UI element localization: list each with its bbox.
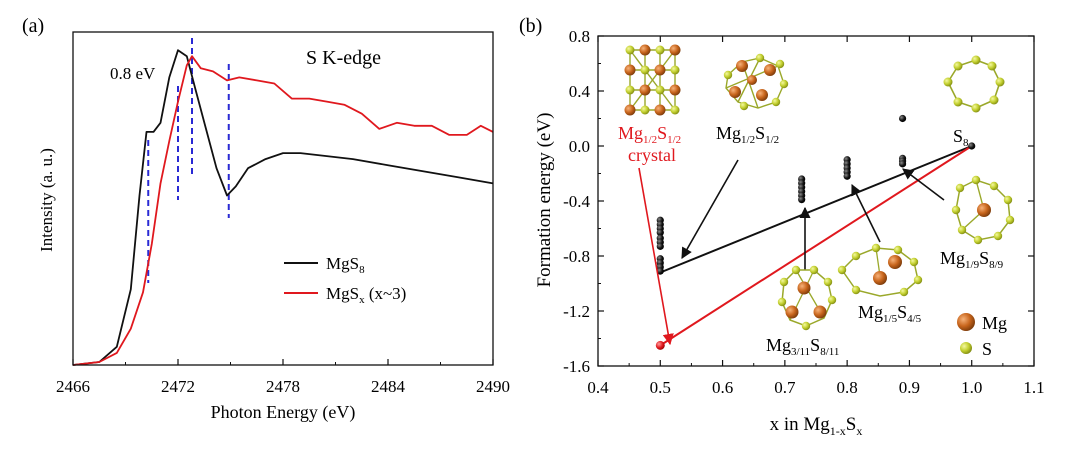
label-s8: S8 <box>953 126 969 149</box>
y-tick-label: 0.4 <box>569 82 591 101</box>
mg12-cluster-image <box>723 53 789 111</box>
legend-mg-icon <box>957 313 975 331</box>
panel-b-ticks: 0.4 0.5 0.6 0.7 0.8 0.9 1.0 1.1 0.8 0.4 0.0 -0.4 -0.… <box>563 27 1045 397</box>
legend-label-mgsx: MgSx (x~3) <box>326 284 406 306</box>
data-point <box>656 229 664 237</box>
x-tick-label: 0.6 <box>712 378 733 397</box>
mg15-cluster-image <box>837 243 923 297</box>
s8-ring-image <box>943 55 1005 113</box>
label-mg12: Mg1/2S1/2 <box>716 123 779 146</box>
arrow-mg19 <box>902 168 945 201</box>
panel-a: (a) 2466 2472 2478 2484 2490 S K-edge 0.8 eV… <box>22 15 510 423</box>
x-tick-label: 2490 <box>476 377 510 396</box>
panel-a-legend: MgS8 MgSx (x~3) <box>284 254 406 306</box>
y-tick-label: 0.0 <box>569 137 590 156</box>
panel-a-title: S K-edge <box>306 47 381 69</box>
x-tick-label: 0.9 <box>899 378 920 397</box>
x-tick-label: 2484 <box>371 377 406 396</box>
panel-b-hull-lines <box>659 145 973 347</box>
mg311-cluster-image <box>777 265 837 331</box>
data-point-crystal <box>655 340 665 350</box>
y-tick-label: -0.4 <box>563 192 590 211</box>
series-line-mgsx <box>72 55 494 366</box>
panel-b-y-axis-label: Formation energy (eV) <box>534 113 555 288</box>
panel-a-series <box>72 49 494 366</box>
panel-b-x-axis-label: x in Mg1-xSx <box>770 414 863 438</box>
legend-s-label: S <box>982 339 992 359</box>
y-tick-label: 0.8 <box>569 27 590 46</box>
y-tick-label: -0.8 <box>563 247 590 266</box>
panel-a-y-axis-label: Intensity (a. u.) <box>37 148 56 252</box>
label-crystal: crystal <box>628 145 676 165</box>
data-point <box>656 267 664 275</box>
y-tick-label: -1.6 <box>563 357 590 376</box>
panel-a-x-ticks: 2466 2472 2478 2484 2490 <box>56 359 510 396</box>
x-tick-label: 0.4 <box>587 378 609 397</box>
arrow-mg12 <box>681 159 739 259</box>
panel-b-label: (b) <box>519 15 542 37</box>
x-tick-label: 0.5 <box>650 378 671 397</box>
x-tick-label: 2472 <box>161 377 195 396</box>
panel-b-arrows <box>638 159 945 346</box>
data-point <box>843 172 851 180</box>
panel-a-annotation: 0.8 eV <box>110 64 156 83</box>
legend-s-icon <box>960 342 972 354</box>
panel-a-dashed-lines <box>147 38 230 283</box>
data-point <box>898 160 907 168</box>
hull-line-black <box>659 145 973 274</box>
x-tick-label: 2478 <box>266 377 300 396</box>
hull-line-red <box>659 145 973 347</box>
series-line-mgs8 <box>72 49 494 366</box>
label-mg12-crystal: Mg1/2S1/2 <box>618 123 681 146</box>
x-tick-label: 1.0 <box>961 378 982 397</box>
panel-a-label: (a) <box>22 15 44 37</box>
label-mg19: Mg1/9S8/9 <box>940 248 1004 271</box>
legend-label-mgs8: MgS8 <box>326 254 365 276</box>
label-mg311: Mg3/11S8/11 <box>766 335 839 358</box>
data-point <box>898 114 907 123</box>
x-tick-label: 0.8 <box>837 378 858 397</box>
legend-mg-label: Mg <box>982 313 1007 333</box>
x-tick-label: 2466 <box>56 377 90 396</box>
arrow-crystal <box>638 167 674 346</box>
panel-b: (b) 0.4 0.5 0.6 0.7 0.8 0.9 1.0 1.1 0.8 0.4 0.0 -0.… <box>519 15 1045 438</box>
arrow-mg15 <box>851 183 881 243</box>
panel-b-points <box>655 114 976 350</box>
x-tick-label: 1.1 <box>1023 378 1044 397</box>
panel-a-x-axis-label: Photon Energy (eV) <box>211 402 356 423</box>
crystal-structure-image <box>624 44 681 116</box>
data-point <box>968 142 976 150</box>
panel-b-legend: Mg S <box>957 313 1007 359</box>
x-tick-label: 0.7 <box>774 378 796 397</box>
data-point <box>798 196 806 204</box>
label-mg15: Mg1/5S4/5 <box>858 302 922 325</box>
mg19-cluster-image <box>951 175 1015 245</box>
data-point <box>656 242 664 250</box>
y-tick-label: -1.2 <box>563 302 590 321</box>
